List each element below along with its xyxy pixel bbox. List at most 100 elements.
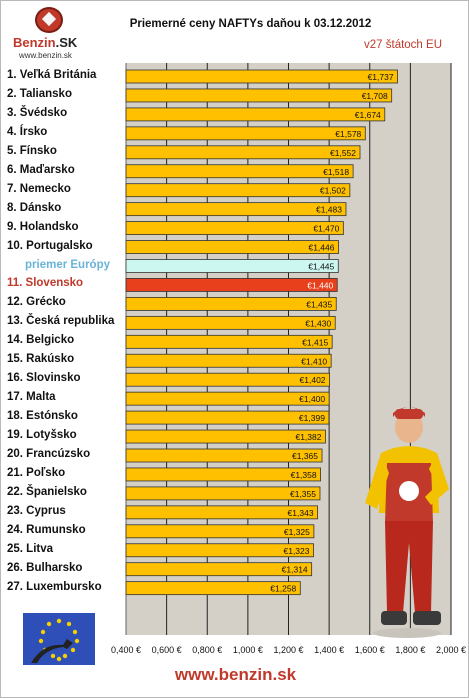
bar-value-label: €1,470 bbox=[313, 224, 339, 234]
category-label: 27. Luxembursko bbox=[7, 580, 102, 593]
bar bbox=[125, 240, 339, 254]
bar-value-label: €1,402 bbox=[300, 375, 326, 385]
bar bbox=[125, 543, 314, 558]
bar-value-label: €1,410 bbox=[301, 356, 327, 366]
bar-value-label: €1,674 bbox=[355, 110, 381, 120]
category-label: 7. Nemecko bbox=[7, 182, 71, 195]
bar-value-label: €1,314 bbox=[282, 565, 308, 575]
bar bbox=[125, 259, 339, 273]
category-label: 15. Rakúsko bbox=[7, 353, 75, 366]
x-tick-label: 1,800 € bbox=[395, 645, 425, 655]
bar bbox=[125, 126, 366, 141]
bar bbox=[125, 581, 301, 596]
x-tick-label: 0,400 € bbox=[111, 645, 141, 655]
bar bbox=[125, 164, 354, 179]
chart-title: Priemerné ceny NAFTYs daňou k 03.12.2012 bbox=[129, 18, 372, 30]
category-label: 12. Grécko bbox=[7, 296, 66, 309]
bar bbox=[125, 372, 330, 387]
category-label: 6. Maďarsko bbox=[7, 163, 75, 176]
bar bbox=[125, 467, 321, 482]
bar bbox=[125, 315, 336, 330]
bar bbox=[125, 429, 326, 444]
category-label: 18. Estónsko bbox=[7, 410, 78, 423]
x-tick-label: 0,800 € bbox=[192, 645, 222, 655]
x-tick-label: 1,200 € bbox=[273, 645, 303, 655]
bar-value-label: €1,323 bbox=[283, 546, 309, 556]
logo-badge-icon bbox=[35, 7, 63, 33]
benzin-logo[interactable]: Benzin.SK www.benzin.sk bbox=[5, 5, 87, 65]
category-label: 11. Slovensko bbox=[7, 277, 84, 290]
bar bbox=[125, 410, 330, 425]
category-label: 14. Belgicko bbox=[7, 334, 75, 347]
category-label: 17. Malta bbox=[7, 391, 56, 404]
bar bbox=[125, 107, 386, 122]
category-label: 24. Rumunsko bbox=[7, 523, 86, 536]
x-axis-ticks: 0,400 € 0,600 € 0,800 € 1,000 € 1,200 € 1,400… bbox=[111, 645, 466, 655]
bar bbox=[125, 221, 344, 236]
bar-value-label: €1,737 bbox=[368, 72, 394, 82]
bar bbox=[125, 202, 347, 217]
category-label: 20. Francúzsko bbox=[7, 448, 91, 460]
category-label: 4. Írsko bbox=[7, 125, 48, 138]
category-label: 10. Portugalsko bbox=[7, 239, 93, 252]
category-label: 22. Španielsko bbox=[7, 485, 87, 498]
bar-value-label: €1,435 bbox=[306, 299, 332, 309]
bar-value-label: €1,518 bbox=[323, 167, 349, 177]
bar bbox=[125, 69, 398, 84]
bar bbox=[125, 391, 330, 406]
bar-value-label: €1,365 bbox=[292, 451, 318, 461]
bar-value-label: €1,399 bbox=[299, 413, 325, 423]
bar-value-label: €1,440 bbox=[307, 280, 333, 290]
bar-value-label: €1,502 bbox=[320, 186, 346, 196]
bar bbox=[125, 334, 333, 349]
bar-value-label: €1,355 bbox=[290, 489, 316, 499]
category-label: 8. Dánsko bbox=[7, 201, 62, 214]
bar bbox=[125, 448, 323, 463]
bar bbox=[125, 88, 393, 103]
bar-value-label: €1,325 bbox=[284, 527, 310, 537]
logo-brand-main: Benzin bbox=[13, 35, 56, 50]
category-label: 1. Veľká Británia bbox=[7, 69, 97, 81]
footer-url[interactable]: www.benzin.sk bbox=[174, 665, 297, 684]
bar-value-label: €1,446 bbox=[308, 243, 334, 253]
bar bbox=[125, 486, 321, 501]
category-label: 2. Taliansko bbox=[7, 87, 72, 100]
category-label: 19. Lotyšsko bbox=[7, 429, 77, 442]
bar-value-label: €1,358 bbox=[291, 470, 317, 480]
bar bbox=[125, 524, 315, 539]
category-label: 16. Slovinsko bbox=[7, 372, 81, 385]
x-tick-label: 1,600 € bbox=[355, 645, 385, 655]
bar-value-label: €1,708 bbox=[362, 91, 388, 101]
bar-value-label: €1,552 bbox=[330, 148, 356, 158]
category-label: 9. Holandsko bbox=[7, 220, 79, 233]
bar bbox=[125, 353, 332, 368]
bar bbox=[125, 145, 361, 160]
bar bbox=[125, 183, 351, 198]
category-label: 13. Česká republika bbox=[7, 315, 115, 328]
bar-value-label: €1,258 bbox=[270, 584, 296, 594]
category-label: priemer Európy bbox=[25, 258, 110, 271]
logo-brand-suffix: .SK bbox=[55, 35, 78, 50]
x-tick-label: 2,000 € bbox=[436, 645, 466, 655]
bar-value-label: €1,382 bbox=[295, 432, 321, 442]
logo-url: www.benzin.sk bbox=[19, 51, 72, 60]
eu-flag-icon bbox=[23, 613, 95, 665]
category-label: 21. Poľsko bbox=[7, 466, 66, 479]
bar-value-label: €1,400 bbox=[299, 394, 325, 404]
bar bbox=[125, 562, 313, 577]
bar bbox=[125, 278, 338, 292]
bars: €1,737 €1,708 €1,674 €1,578 €1,552 €1,518 €1,5… bbox=[125, 69, 398, 596]
bar bbox=[125, 296, 337, 311]
x-tick-label: 1,400 € bbox=[314, 645, 344, 655]
bar-value-label: €1,415 bbox=[302, 337, 328, 347]
bar-value-label: €1,343 bbox=[288, 508, 314, 518]
x-tick-label: 1,000 € bbox=[233, 645, 263, 655]
bar bbox=[125, 505, 318, 520]
bar-value-label: €1,483 bbox=[316, 205, 342, 215]
category-label: 26. Bulharsko bbox=[7, 561, 83, 574]
logo-brand: Benzin.SK bbox=[13, 35, 77, 50]
bar-value-label: €1,578 bbox=[335, 129, 361, 139]
chart-subtitle: v27 štátoch EU bbox=[364, 39, 442, 51]
